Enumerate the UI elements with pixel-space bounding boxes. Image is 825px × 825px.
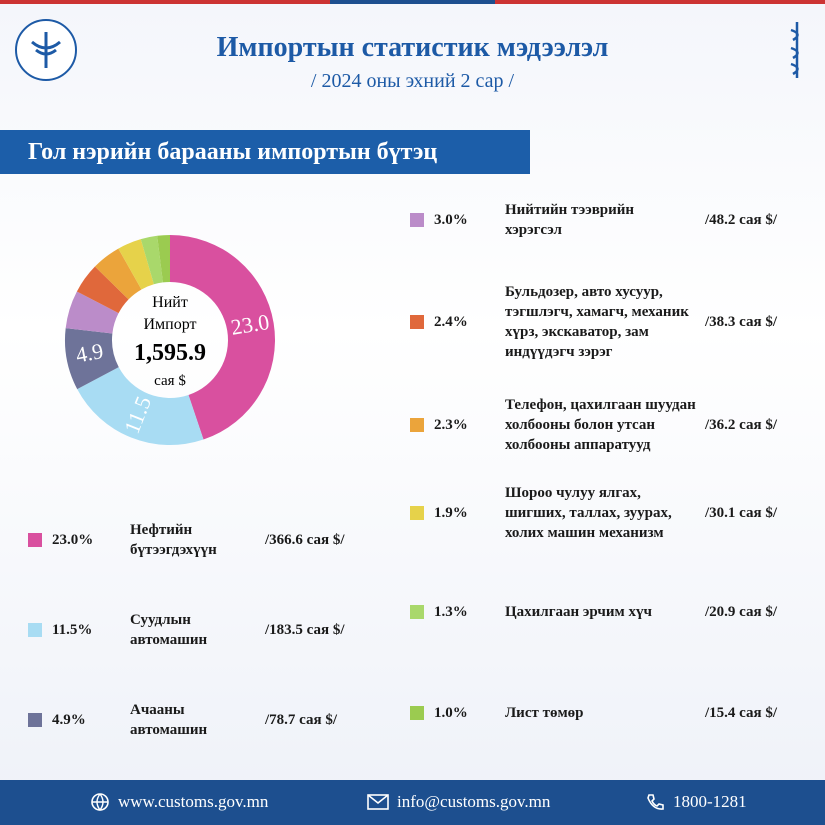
legend-name: Нефтийн бүтээгдэхүүн: [130, 522, 217, 558]
legend-percent: 3.0%: [434, 211, 468, 228]
legend-amount: /36.2 сая $/: [705, 416, 778, 433]
footer-phone[interactable]: 1800-1281: [673, 792, 747, 811]
subtitle: / 2024 оны эхний 2 сар /: [310, 70, 515, 92]
legend-percent: 2.4%: [434, 313, 468, 330]
phone-icon: [647, 794, 664, 810]
legend-name: Цахилгаан эрчим хүч: [505, 604, 652, 620]
legend-amount: /38.3 сая $/: [705, 313, 778, 330]
section-banner: Гол нэрийн барааны импортын бүтэц: [0, 130, 530, 174]
donut-slice: [170, 235, 275, 440]
legend-item: 1.3% Цахилгаан эрчим хүч/20.9 сая $/: [410, 602, 777, 622]
donut-slice: [118, 239, 154, 290]
legend-swatch: [28, 533, 42, 547]
legend-percent: 1.3%: [434, 603, 468, 620]
donut-slice: [65, 291, 119, 334]
donut-chart: Нийт Импорт 1,595.9 сая $ 23.011.54.9: [65, 235, 275, 445]
legend-swatch: [410, 315, 424, 329]
legend-item: 2.4% Бульдозер, авто хусуур, тэгшлэгч, ха…: [410, 282, 777, 362]
logo: [15, 19, 77, 81]
footer: www.customs.gov.mn info@customs.gov.mn 1…: [0, 780, 825, 825]
legend-amount: /30.1 сая $/: [705, 504, 778, 521]
center-total: 1,595.9: [134, 340, 206, 366]
globe-icon: [91, 793, 109, 812]
legend-percent: 1.0%: [434, 704, 468, 721]
legend-name: Телефон, цахилгаан шуудан холбооны болон…: [505, 397, 696, 453]
legend-swatch: [410, 213, 424, 227]
legend-amount: /78.7 сая $/: [265, 711, 338, 728]
legend-amount: /20.9 сая $/: [705, 603, 778, 620]
legend-name: Нийтийн тээврийн хэрэгсэл: [505, 202, 635, 238]
legend-amount: /183.5 сая $/: [265, 621, 345, 638]
legend-name: Бульдозер, авто хусуур, тэгшлэгч, хамагч…: [505, 284, 689, 360]
legend-percent: 11.5%: [52, 621, 93, 638]
legend-item: 1.0% Лист төмөр/15.4 сая $/: [410, 703, 777, 723]
legend-name: Шороо чулуу ялгах, шигших, таллах, зуура…: [505, 485, 672, 541]
legend-item: 2.3% Телефон, цахилгаан шуудан холбооны б…: [410, 395, 777, 455]
footer-email[interactable]: info@customs.gov.mn: [397, 792, 551, 811]
donut-slice: [77, 367, 204, 445]
donut-slice: [65, 328, 119, 390]
legend-swatch: [28, 713, 42, 727]
donut-slice: [76, 266, 129, 314]
legend-item: 3.0% Нийтийн тээврийн хэрэгсэл/48.2 сая $…: [410, 200, 777, 240]
legend-name: Ачааны автомашин: [130, 702, 208, 738]
legend-amount: /48.2 сая $/: [705, 211, 778, 228]
legend-name: Суудлын автомашин: [130, 612, 208, 648]
legend-percent: 23.0%: [52, 531, 94, 548]
center-line2: Импорт: [143, 316, 196, 333]
legend-swatch: [410, 605, 424, 619]
legend-swatch: [410, 418, 424, 432]
mail-icon: [367, 794, 389, 810]
script-mark: [790, 22, 799, 78]
legend-amount: /15.4 сая $/: [705, 704, 778, 721]
legend-percent: 2.3%: [434, 416, 468, 433]
legend-percent: 4.9%: [52, 711, 86, 728]
legend-item: 11.5% Суудлын автомашин/183.5 сая $/: [28, 610, 345, 650]
slice-label: 23.0: [229, 309, 271, 340]
donut-slice: [157, 235, 170, 283]
legend-swatch: [28, 623, 42, 637]
legend-swatch: [410, 506, 424, 520]
slice-label: 4.9: [74, 338, 106, 368]
title: Импортын статистик мэдээлэл: [216, 32, 609, 63]
legend-item: 1.9% Шороо чулуу ялгах, шигших, таллах, з…: [410, 483, 777, 543]
footer-web[interactable]: www.customs.gov.mn: [118, 792, 269, 811]
donut-slice: [94, 248, 142, 300]
legend-amount: /366.6 сая $/: [265, 531, 345, 548]
legend-name: Лист төмөр: [505, 705, 584, 721]
donut-slice: [140, 235, 163, 285]
legend-item: 23.0% Нефтийн бүтээгдэхүүн/366.6 сая $/: [28, 520, 345, 560]
legend-swatch: [410, 706, 424, 720]
legend-item: 4.9% Ачааны автомашин/78.7 сая $/: [28, 700, 337, 740]
center-line1: Нийт: [152, 294, 188, 311]
legend-percent: 1.9%: [434, 504, 468, 521]
center-unit: сая $: [154, 373, 186, 389]
top-stripe: [0, 0, 825, 4]
